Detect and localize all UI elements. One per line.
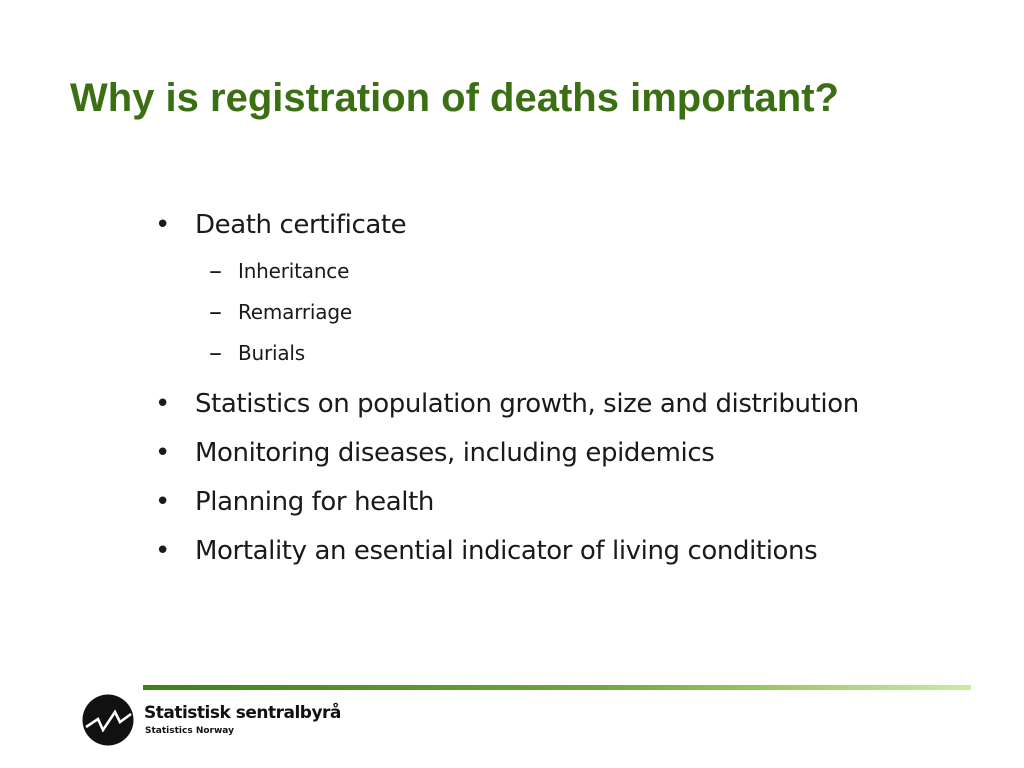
statistics-norway-logo-icon bbox=[82, 694, 134, 746]
bullet-text: Mortality an esential indicator of livin… bbox=[195, 536, 818, 566]
org-name-english: Statistics Norway bbox=[145, 726, 234, 736]
bullet-text: Statistics on population growth, size an… bbox=[195, 389, 859, 419]
org-name: Statistisk sentralbyrå bbox=[144, 703, 341, 723]
bullet-item: • Statistics on population growth, size … bbox=[155, 382, 859, 426]
sub-bullet-item: – Burials bbox=[209, 333, 859, 374]
bullet-item: • Mortality an esential indicator of liv… bbox=[155, 529, 859, 573]
sub-bullet-text: Inheritance bbox=[238, 259, 350, 283]
bullet-marker: • bbox=[155, 389, 170, 419]
bullet-text: Death certificate bbox=[195, 210, 407, 240]
bullet-marker: • bbox=[155, 438, 170, 468]
sub-bullet-text: Remarriage bbox=[238, 300, 352, 324]
statistics-norway-logo: Statistisk sentralbyrå Statistics Norway bbox=[82, 694, 382, 748]
sub-bullet-item: – Inheritance bbox=[209, 251, 859, 292]
bullet-marker: • bbox=[155, 536, 170, 566]
bullet-text: Planning for health bbox=[195, 487, 434, 517]
sub-bullet-item: – Remarriage bbox=[209, 292, 859, 333]
bullet-text: Monitoring diseases, including epidemics bbox=[195, 438, 715, 468]
bullet-item: • Death certificate – Inheritance – Rema… bbox=[155, 203, 859, 374]
slide-title: Why is registration of deaths important? bbox=[70, 76, 839, 120]
sub-bullet-text: Burials bbox=[238, 341, 306, 365]
sub-bullet-list: – Inheritance – Remarriage – Burials bbox=[195, 251, 859, 374]
bullet-list: • Death certificate – Inheritance – Rema… bbox=[155, 203, 859, 578]
bullet-item: • Monitoring diseases, including epidemi… bbox=[155, 431, 859, 475]
sub-bullet-marker: – bbox=[209, 256, 222, 286]
bullet-item: • Planning for health bbox=[155, 480, 859, 524]
bullet-marker: • bbox=[155, 487, 170, 517]
sub-bullet-marker: – bbox=[209, 338, 222, 368]
footer-divider bbox=[143, 685, 971, 690]
sub-bullet-marker: – bbox=[209, 297, 222, 327]
bullet-marker: • bbox=[155, 210, 170, 240]
